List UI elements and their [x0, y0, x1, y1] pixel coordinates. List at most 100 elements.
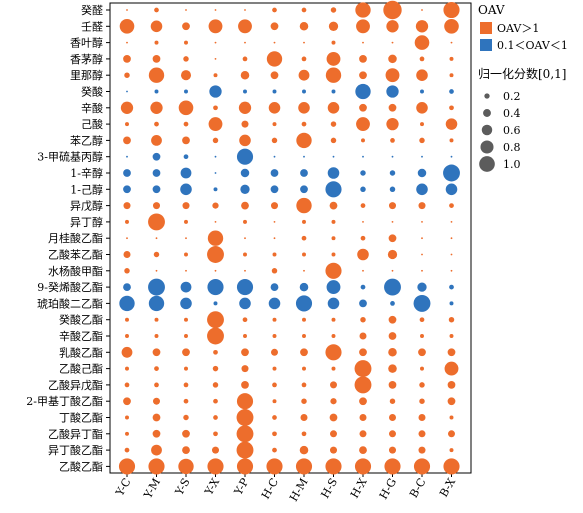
bubble: [236, 409, 254, 426]
bubble: [332, 155, 335, 158]
bubble: [330, 7, 337, 13]
bubble: [325, 181, 342, 198]
bubble: [152, 55, 161, 63]
y-tick-label: 1-己醇: [70, 182, 103, 196]
bubble: [359, 414, 367, 421]
bubble: [327, 297, 340, 310]
bubble: [178, 458, 194, 475]
bubble: [388, 103, 397, 112]
bubble: [450, 269, 453, 272]
bubble: [354, 458, 372, 475]
bubble: [118, 458, 136, 475]
bubble: [450, 237, 453, 240]
bubble: [208, 117, 223, 132]
bubble: [207, 458, 224, 475]
bubble: [272, 399, 277, 404]
bubble: [450, 155, 453, 158]
bubble: [362, 269, 364, 272]
legend-size-dot: [481, 124, 493, 136]
y-tick-label: 乳酸乙酯: [59, 345, 103, 359]
bubble: [330, 381, 337, 389]
bubble: [359, 397, 367, 406]
bubble: [359, 55, 367, 63]
bubble: [359, 71, 367, 80]
bubble: [183, 121, 189, 127]
bubble: [272, 415, 277, 420]
bubble: [301, 121, 307, 127]
bubble: [387, 249, 398, 260]
bubble: [360, 284, 366, 290]
bubble: [330, 121, 337, 127]
y-tick-label: 辛酸乙酯: [59, 329, 103, 343]
bubble: [154, 382, 159, 388]
bubble: [389, 186, 396, 193]
y-tick-label: 3-甲硫基丙醇: [37, 150, 103, 164]
bubble: [325, 67, 342, 83]
bubble: [241, 201, 249, 210]
bubble: [241, 120, 249, 128]
legend-size-dot: [483, 109, 491, 117]
bubble: [391, 155, 394, 158]
bubble: [415, 20, 429, 33]
bubble: [126, 155, 128, 158]
bubble: [302, 89, 306, 94]
bubble: [272, 89, 277, 94]
bubble: [325, 344, 342, 361]
bubble: [296, 197, 312, 214]
bubble: [152, 348, 161, 357]
bubble: [418, 348, 426, 357]
bubble: [124, 382, 130, 388]
bubble: [421, 9, 423, 11]
bubble: [331, 252, 336, 257]
bubble: [271, 137, 278, 144]
bubble: [212, 382, 219, 388]
bubble: [417, 282, 427, 292]
bubble: [390, 301, 395, 306]
bubble: [119, 295, 135, 312]
bubble: [154, 121, 159, 127]
bubble: [444, 19, 459, 34]
bubble: [123, 397, 131, 406]
bubble: [244, 269, 246, 272]
legend-label-high: OAV＞1: [497, 22, 539, 35]
bubble: [271, 202, 278, 210]
bubble: [390, 138, 395, 143]
bubble: [244, 41, 246, 44]
bubble: [270, 169, 279, 177]
bubble: [385, 68, 400, 83]
bubble: [421, 237, 423, 240]
bubble: [126, 237, 128, 240]
bubble: [207, 279, 224, 296]
bubble: [303, 41, 305, 44]
bubble: [301, 431, 307, 437]
bubble: [272, 431, 277, 437]
bubbles: [118, 0, 460, 475]
bubble: [153, 397, 160, 405]
bubble: [125, 122, 129, 127]
bubble: [386, 20, 399, 33]
bubble: [354, 360, 372, 378]
legend-size-label: 0.4: [503, 107, 521, 120]
bubble: [239, 297, 251, 310]
y-tick-label: 1-辛醇: [70, 166, 103, 180]
bubble: [212, 137, 219, 144]
bubble: [388, 234, 397, 243]
legend-size-label: 1.0: [503, 158, 521, 171]
bubble: [359, 430, 367, 438]
bubble: [386, 85, 399, 98]
bubble: [213, 73, 218, 78]
bubble: [355, 83, 371, 100]
bubble: [389, 202, 396, 210]
bubble: [391, 41, 394, 44]
bubble: [362, 155, 364, 158]
bubble: [152, 185, 161, 194]
bubble: [185, 237, 187, 240]
bubble: [266, 51, 283, 67]
bubble: [183, 398, 189, 404]
bubble: [418, 446, 426, 454]
x-tick-label: Y-C: [113, 476, 134, 499]
bubble: [270, 185, 279, 194]
bubble: [209, 85, 222, 98]
bubble: [331, 219, 336, 224]
bubble: [362, 41, 364, 44]
